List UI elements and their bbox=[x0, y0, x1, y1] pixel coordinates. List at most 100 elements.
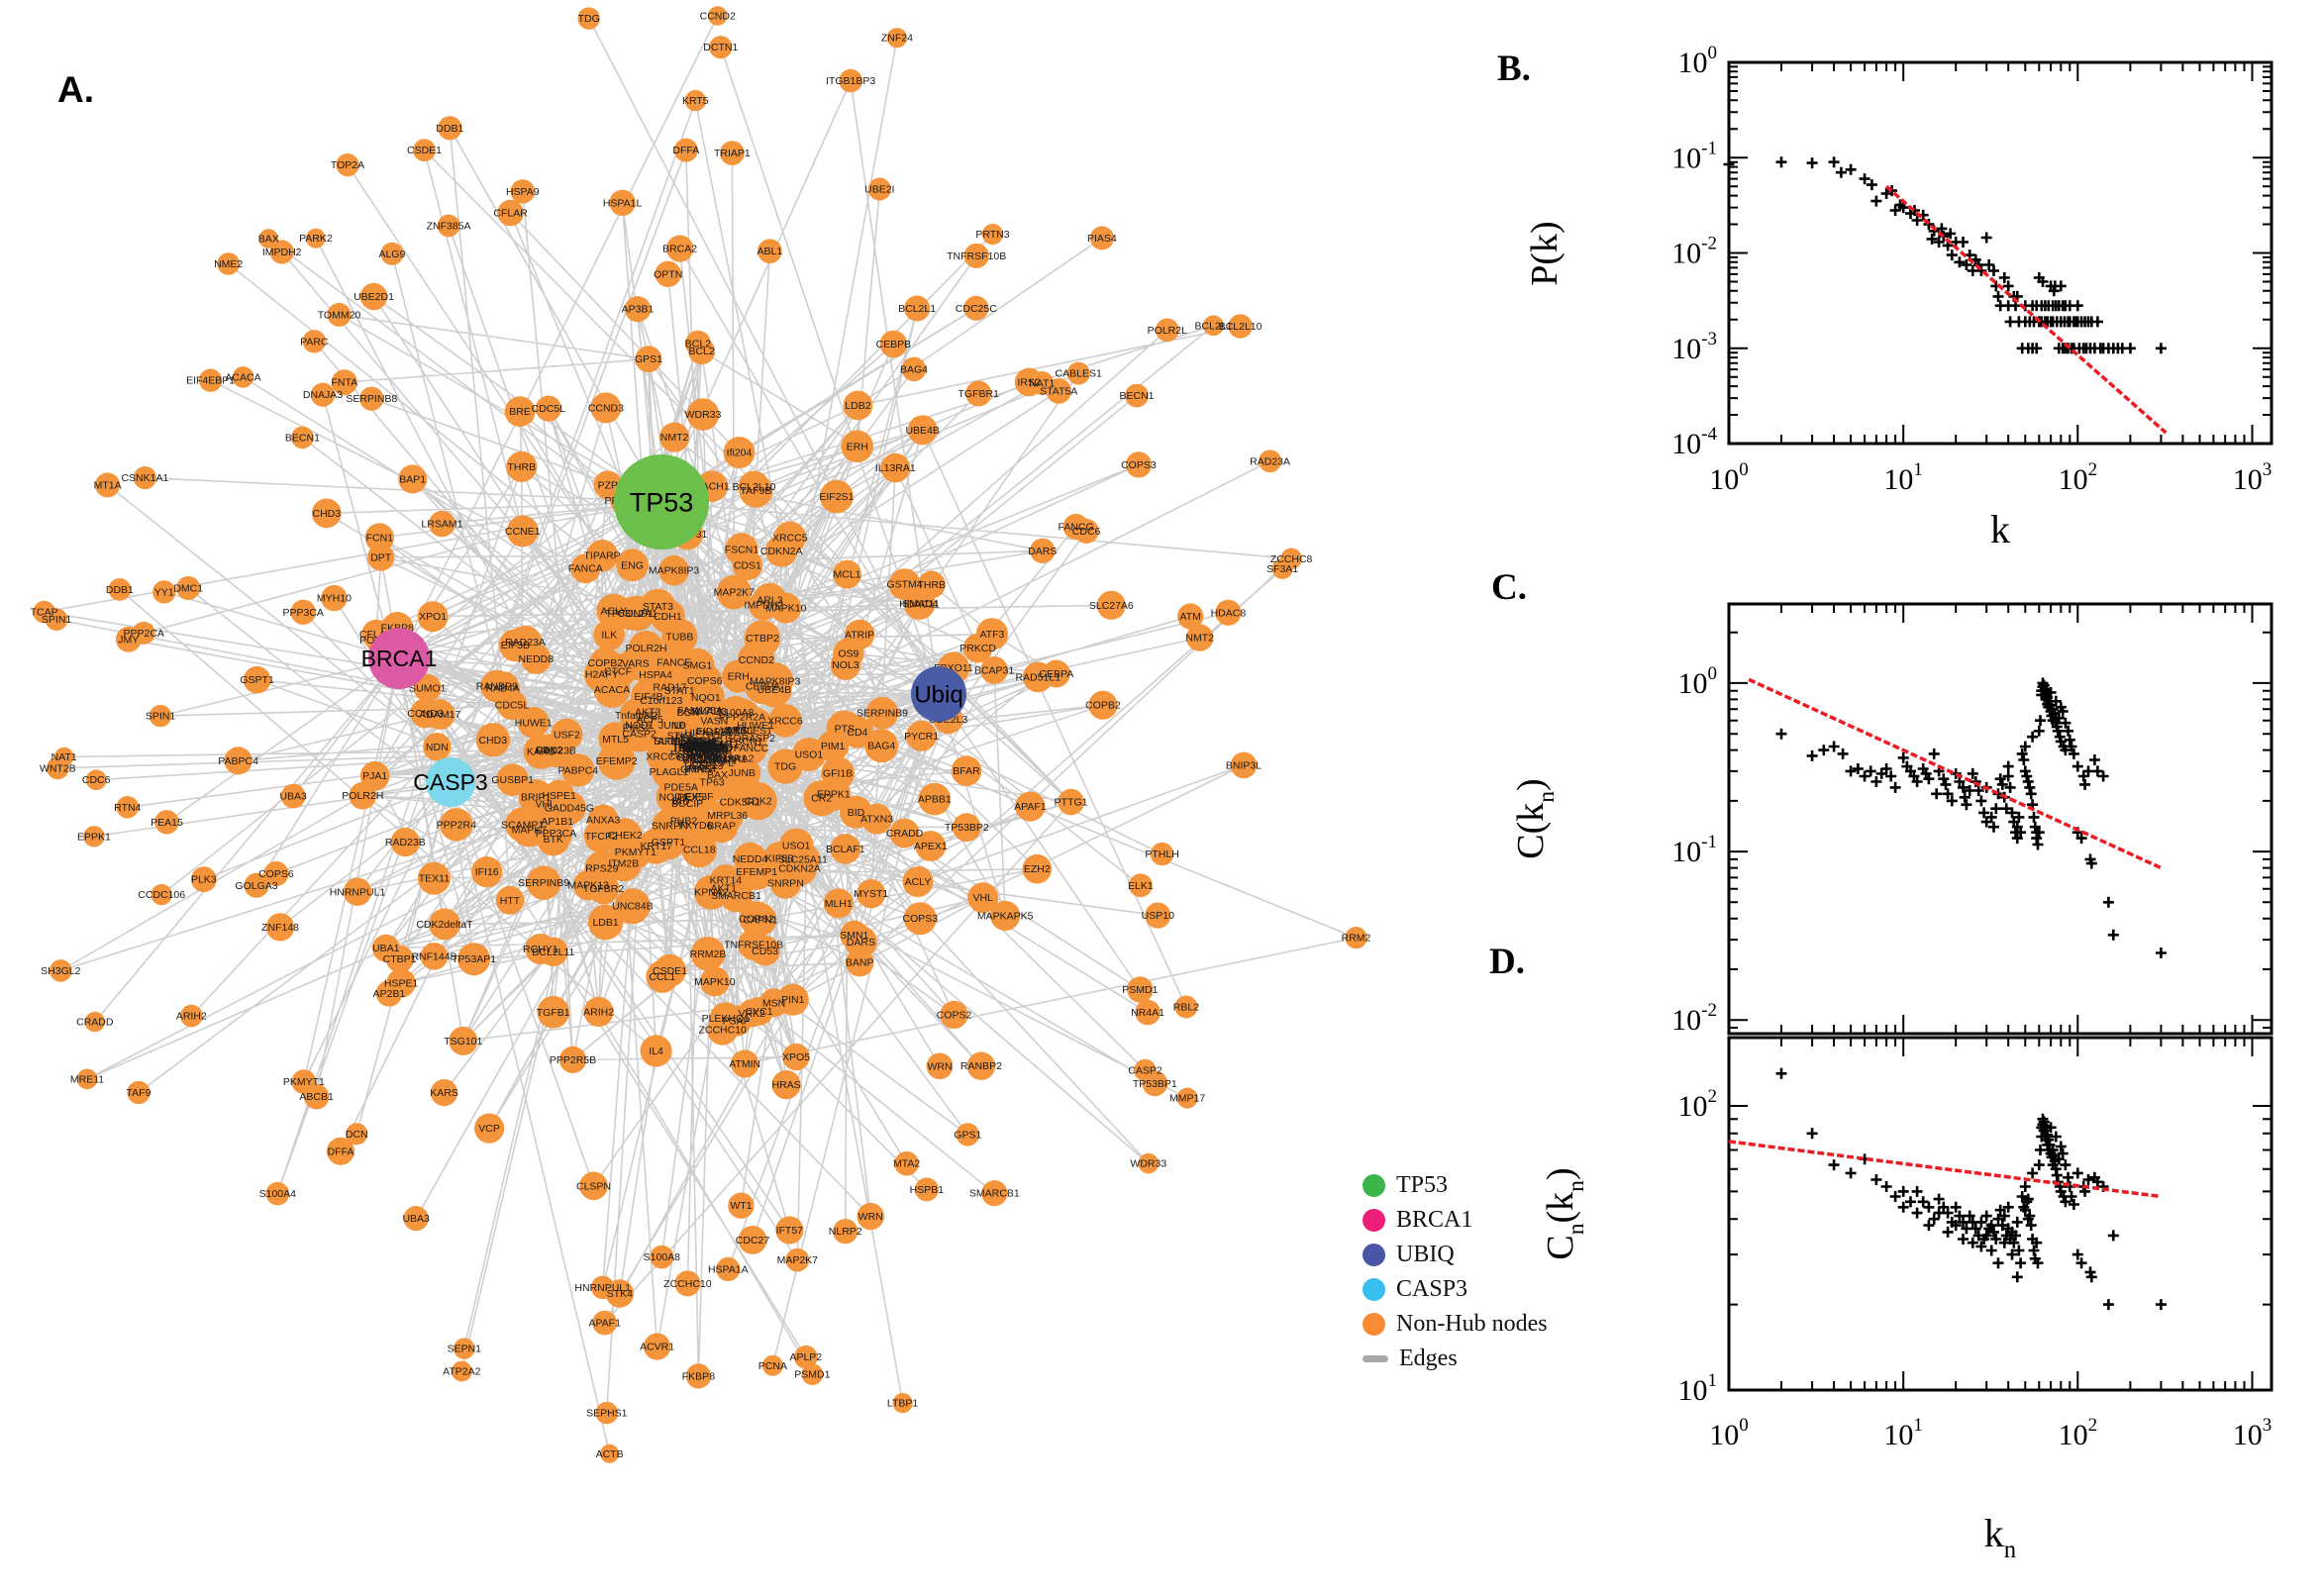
svg-text:TIPARP: TIPARP bbox=[584, 550, 621, 562]
hub-node-casp3 bbox=[426, 757, 475, 807]
svg-text:BAG4: BAG4 bbox=[900, 363, 928, 375]
plot-B-ytick-10e-3: 10-3 bbox=[1671, 329, 1717, 365]
svg-text:TRIAP1: TRIAP1 bbox=[714, 148, 751, 159]
svg-text:EIF4B: EIF4B bbox=[635, 691, 663, 703]
svg-text:EZH2: EZH2 bbox=[1024, 863, 1051, 875]
svg-text:XPO1: XPO1 bbox=[419, 611, 447, 623]
svg-text:UBA1: UBA1 bbox=[703, 746, 731, 757]
svg-text:NQO1: NQO1 bbox=[691, 692, 721, 704]
svg-text:NOL3: NOL3 bbox=[832, 659, 859, 671]
svg-text:LRSAM1: LRSAM1 bbox=[421, 519, 462, 531]
svg-text:HTT: HTT bbox=[500, 895, 521, 907]
svg-text:DDB1: DDB1 bbox=[106, 584, 134, 596]
svg-text:DCTN1: DCTN1 bbox=[703, 42, 738, 53]
svg-text:POLR2H: POLR2H bbox=[625, 643, 666, 654]
svg-text:SNW1: SNW1 bbox=[703, 748, 733, 760]
svg-text:ELK1: ELK1 bbox=[1128, 880, 1154, 892]
svg-text:IFNG: IFNG bbox=[687, 748, 712, 759]
svg-text:CTBP1: CTBP1 bbox=[383, 953, 417, 965]
svg-text:CABLES1: CABLES1 bbox=[726, 725, 772, 737]
plot-B-ylabel: P(k) bbox=[1524, 221, 1566, 285]
svg-text:UBE4B: UBE4B bbox=[758, 684, 791, 696]
svg-text:NME2: NME2 bbox=[214, 258, 243, 270]
svg-text:NOD1: NOD1 bbox=[625, 720, 654, 732]
svg-text:COPB2: COPB2 bbox=[587, 657, 623, 669]
svg-text:TP53BP1: TP53BP1 bbox=[1133, 1078, 1177, 1090]
svg-text:Tnfaip8l2: Tnfaip8l2 bbox=[615, 710, 657, 722]
svg-text:MAPK11: MAPK11 bbox=[699, 739, 740, 750]
svg-text:APEX1: APEX1 bbox=[914, 841, 948, 852]
svg-text:POLR2L: POLR2L bbox=[1148, 325, 1187, 337]
svg-text:STAT3: STAT3 bbox=[643, 601, 673, 613]
hub-label-tp53: TP53 bbox=[630, 487, 694, 517]
svg-text:USO1: USO1 bbox=[782, 841, 811, 852]
svg-text:VARS: VARS bbox=[720, 725, 748, 737]
svg-text:WT1: WT1 bbox=[730, 1200, 752, 1212]
svg-text:NEDD8: NEDD8 bbox=[680, 740, 716, 751]
svg-text:WDR33: WDR33 bbox=[1130, 1158, 1166, 1170]
svg-text:ITM2B: ITM2B bbox=[608, 858, 639, 870]
svg-text:USO1: USO1 bbox=[795, 749, 824, 761]
svg-text:RAB4A: RAB4A bbox=[696, 740, 730, 751]
svg-text:ACP5: ACP5 bbox=[636, 714, 663, 726]
tp53-dot-icon bbox=[1363, 1174, 1385, 1197]
svg-text:COPS6: COPS6 bbox=[258, 868, 294, 880]
svg-text:ATM: ATM bbox=[1180, 611, 1201, 623]
svg-text:UBA1: UBA1 bbox=[372, 943, 400, 954]
svg-text:IL6: IL6 bbox=[671, 720, 686, 732]
svg-text:TAF9: TAF9 bbox=[127, 1087, 152, 1099]
svg-text:FKBP8: FKBP8 bbox=[682, 1370, 715, 1382]
legend-label: UBIQ bbox=[1396, 1242, 1455, 1267]
svg-text:EIF2S1: EIF2S1 bbox=[819, 491, 854, 503]
svg-text:LDB2: LDB2 bbox=[845, 400, 870, 412]
svg-text:GADD45G: GADD45G bbox=[545, 803, 594, 815]
svg-text:MRPL36: MRPL36 bbox=[707, 810, 748, 822]
svg-text:SPIN1: SPIN1 bbox=[42, 614, 72, 626]
svg-text:ATP2A2: ATP2A2 bbox=[686, 742, 724, 753]
svg-text:RTN4: RTN4 bbox=[689, 743, 716, 754]
svg-text:MAP2K7: MAP2K7 bbox=[777, 1254, 819, 1266]
svg-text:PMS2: PMS2 bbox=[623, 723, 652, 735]
svg-text:TSKS: TSKS bbox=[694, 736, 721, 748]
svg-text:MCL1: MCL1 bbox=[833, 569, 860, 581]
svg-text:CDK2: CDK2 bbox=[535, 745, 562, 756]
svg-text:GFI1B: GFI1B bbox=[823, 768, 853, 780]
svg-text:VARS: VARS bbox=[622, 658, 650, 670]
svg-text:TOP1: TOP1 bbox=[690, 742, 717, 753]
svg-text:HSPE1: HSPE1 bbox=[384, 977, 419, 989]
svg-text:CYC1: CYC1 bbox=[746, 1006, 773, 1018]
svg-text:CRADD: CRADD bbox=[76, 1017, 114, 1029]
svg-text:TGFBR1: TGFBR1 bbox=[958, 388, 999, 400]
svg-text:RANBP2: RANBP2 bbox=[960, 1060, 1002, 1072]
svg-text:SF3A1: SF3A1 bbox=[1266, 563, 1298, 575]
plot-B-ytick-10e-4: 10-4 bbox=[1671, 424, 1717, 460]
svg-text:USP2: USP2 bbox=[687, 741, 715, 752]
svg-text:PLAGL1: PLAGL1 bbox=[650, 766, 689, 778]
svg-text:GPS1: GPS1 bbox=[954, 1129, 981, 1141]
svg-text:BRAP: BRAP bbox=[688, 743, 717, 754]
svg-text:EIF3B: EIF3B bbox=[501, 640, 530, 651]
svg-text:FANCC: FANCC bbox=[734, 743, 769, 754]
svg-text:PIAS4: PIAS4 bbox=[1087, 233, 1117, 245]
svg-text:FSCN1: FSCN1 bbox=[725, 545, 759, 556]
svg-text:KIF5B: KIF5B bbox=[765, 853, 794, 865]
svg-text:SNRPN: SNRPN bbox=[767, 878, 804, 890]
plot-D-xtick-10e0: 100 bbox=[1709, 1415, 1749, 1451]
hub-node-ubiq bbox=[911, 666, 966, 722]
svg-text:TGFB1: TGFB1 bbox=[537, 1007, 570, 1019]
svg-text:CCND2: CCND2 bbox=[700, 11, 736, 23]
svg-text:PLEKHO1: PLEKHO1 bbox=[702, 1013, 751, 1025]
svg-text:OPTN: OPTN bbox=[654, 268, 682, 280]
svg-text:PPP3CA: PPP3CA bbox=[536, 828, 576, 840]
svg-text:PSMD1: PSMD1 bbox=[794, 1369, 830, 1381]
svg-text:THRB: THRB bbox=[917, 579, 946, 591]
legend-item-ubiq: UBIQ bbox=[1363, 1238, 1548, 1272]
svg-text:CCNE1: CCNE1 bbox=[683, 747, 719, 758]
svg-text:TIMM50: TIMM50 bbox=[680, 748, 719, 760]
svg-text:TDG: TDG bbox=[774, 761, 796, 773]
svg-text:ATP2A2: ATP2A2 bbox=[443, 1366, 480, 1378]
plot-B-xtick-10e3: 103 bbox=[2233, 459, 2272, 496]
svg-text:FANCG: FANCG bbox=[1059, 522, 1094, 534]
svg-text:GSPT1: GSPT1 bbox=[240, 674, 274, 686]
svg-text:SEPN1: SEPN1 bbox=[448, 1344, 482, 1355]
